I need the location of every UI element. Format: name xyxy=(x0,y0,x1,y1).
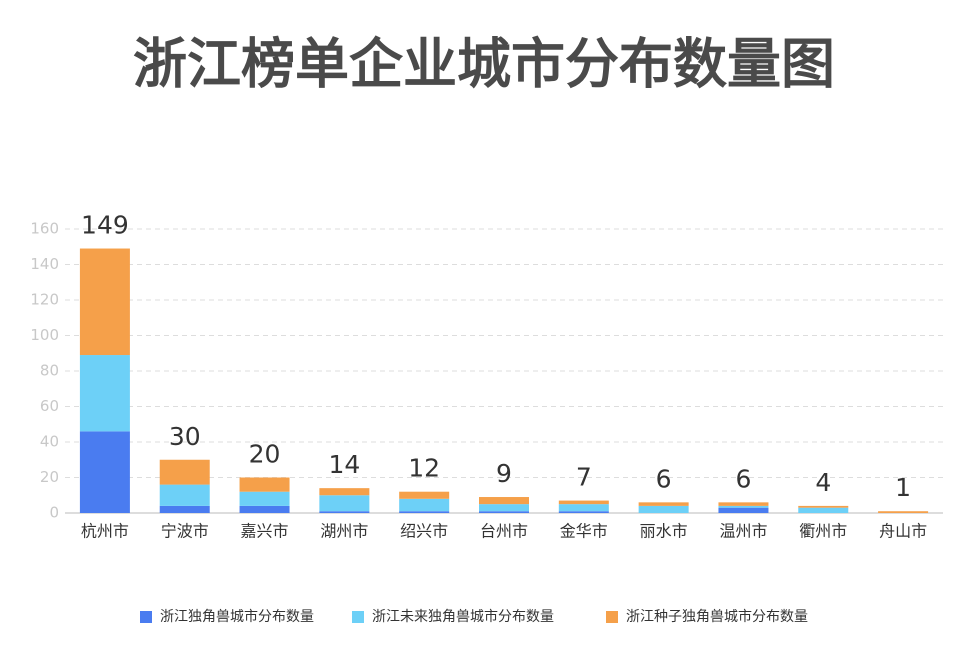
bar-segment xyxy=(319,511,370,513)
bar-segment xyxy=(718,505,769,508)
legend-swatch xyxy=(352,611,364,623)
total-label: 4 xyxy=(815,468,831,497)
bar-segment xyxy=(79,248,130,356)
bar-segment xyxy=(239,505,290,513)
total-label: 20 xyxy=(249,440,281,469)
bar-segment xyxy=(718,502,769,506)
x-tick-label: 温州市 xyxy=(719,522,767,541)
x-tick-label: 嘉兴市 xyxy=(241,522,289,541)
bar-segment xyxy=(239,477,290,492)
bar-segment xyxy=(159,484,210,506)
bar-segment xyxy=(79,431,130,513)
bar-segment xyxy=(878,511,929,513)
y-tick-label: 0 xyxy=(49,504,59,522)
x-tick-label: 杭州市 xyxy=(81,522,129,541)
bar-segment xyxy=(798,505,849,508)
bar-segment xyxy=(399,491,450,499)
bar-segment xyxy=(558,500,609,505)
legend-label: 浙江未来独角兽城市分布数量 xyxy=(372,608,554,625)
bar-segment xyxy=(399,511,450,513)
y-tick-label: 140 xyxy=(30,255,59,273)
x-tick-label: 宁波市 xyxy=(161,522,209,541)
x-tick-label: 舟山市 xyxy=(879,522,927,541)
bar-segment xyxy=(638,502,689,506)
total-label: 6 xyxy=(656,464,672,493)
y-tick-label: 20 xyxy=(40,468,59,486)
bar-segment xyxy=(479,497,529,505)
bar-segment xyxy=(79,355,130,432)
total-label: 6 xyxy=(736,464,752,493)
total-label: 149 xyxy=(81,211,129,240)
bar-segment xyxy=(558,504,609,512)
y-tick-label: 120 xyxy=(30,291,59,309)
x-tick-label: 丽水市 xyxy=(640,522,688,541)
bar-segment xyxy=(638,505,689,513)
bar-segment xyxy=(239,491,290,506)
x-tick-label: 金华市 xyxy=(560,522,608,541)
total-label: 12 xyxy=(408,454,440,483)
bar-segment xyxy=(399,498,450,512)
bar-segment xyxy=(319,488,370,496)
y-tick-label: 80 xyxy=(40,362,59,380)
bar-segment xyxy=(159,505,210,513)
bar-segment xyxy=(479,504,529,512)
y-tick-label: 160 xyxy=(30,220,59,238)
x-tick-label: 台州市 xyxy=(480,522,528,541)
bar-segment xyxy=(718,507,769,513)
x-tick-label: 绍兴市 xyxy=(400,522,448,541)
y-tick-label: 40 xyxy=(40,433,59,451)
total-label: 14 xyxy=(328,450,360,479)
bar-segment xyxy=(159,459,210,485)
bar-segment xyxy=(479,511,529,513)
y-tick-label: 100 xyxy=(30,326,59,344)
bar-segment xyxy=(798,507,849,513)
x-tick-label: 衢州市 xyxy=(799,522,847,541)
legend-label: 浙江种子独角兽城市分布数量 xyxy=(626,608,808,625)
bar-segment xyxy=(558,511,609,513)
total-label: 9 xyxy=(496,459,512,488)
bar-segment xyxy=(319,495,370,512)
total-label: 1 xyxy=(895,473,911,502)
legend-label: 浙江独角兽城市分布数量 xyxy=(160,608,314,625)
chart-title: 浙江榜单企业城市分布数量图 xyxy=(133,33,835,96)
legend-swatch xyxy=(140,611,152,623)
x-tick-label: 湖州市 xyxy=(320,522,368,541)
total-label: 30 xyxy=(169,422,201,451)
legend-swatch xyxy=(606,611,618,623)
total-label: 7 xyxy=(576,463,592,492)
y-tick-label: 60 xyxy=(40,397,59,415)
